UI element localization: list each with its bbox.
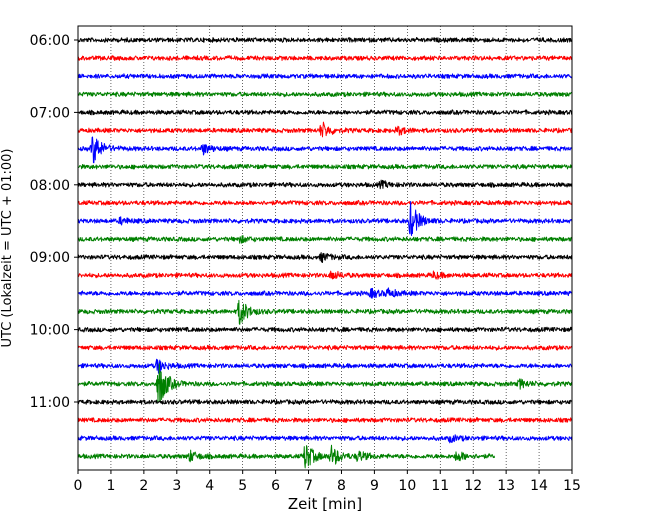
- x-tick-label: 1: [106, 478, 115, 494]
- seismic-trace: [77, 252, 573, 263]
- seismic-trace: [77, 326, 573, 333]
- x-axis-ticks: 0 1 2 3 4 5 6 7 8 9 10 11 12 13 14 15: [74, 470, 581, 494]
- x-tick-label: 7: [304, 478, 313, 494]
- seismic-traces: [77, 37, 573, 469]
- x-axis-label: Zeit [min]: [288, 495, 362, 513]
- seismic-trace: [77, 444, 496, 469]
- x-tick-label: 2: [139, 478, 148, 494]
- x-tick-label: 11: [431, 478, 449, 494]
- seismic-trace: [77, 270, 573, 280]
- x-tick-label: 10: [398, 478, 416, 494]
- seismic-trace: [77, 200, 573, 237]
- grid-lines: [110, 26, 540, 470]
- plot-frame: [77, 25, 573, 471]
- seismic-trace: [77, 199, 573, 206]
- seismic-trace: [77, 399, 573, 405]
- seismic-trace: [77, 344, 573, 351]
- seismic-trace: [77, 121, 573, 138]
- seismic-trace: [77, 109, 573, 116]
- seismic-trace: [77, 299, 573, 325]
- x-tick-label: 6: [271, 478, 280, 494]
- seismic-trace: [77, 55, 573, 62]
- x-tick-label: 0: [74, 478, 83, 494]
- x-tick-label: 3: [172, 478, 181, 494]
- x-tick-label: 13: [497, 478, 515, 494]
- y-axis-label: UTC (Lokalzeit = UTC + 01:00): [0, 149, 15, 348]
- x-tick-label: 5: [238, 478, 247, 494]
- x-tick-label: 15: [563, 478, 581, 494]
- seismic-trace: [77, 235, 573, 244]
- seismic-trace: [77, 73, 573, 80]
- seismic-trace: [77, 434, 573, 444]
- y-tick-label: 11:00: [30, 395, 70, 411]
- x-tick-label: 12: [464, 478, 482, 494]
- seismic-trace: [77, 91, 573, 98]
- seismic-trace: [77, 179, 573, 190]
- x-tick-label: 4: [205, 478, 214, 494]
- y-tick-label: 06:00: [30, 33, 70, 49]
- y-tick-label: 09:00: [30, 250, 70, 266]
- seismic-trace: [77, 163, 573, 170]
- seismic-trace: [77, 136, 573, 164]
- y-tick-label: 08:00: [30, 178, 70, 194]
- seismic-trace: [77, 358, 573, 374]
- x-tick-label: 8: [337, 478, 346, 494]
- seismic-trace: [77, 363, 573, 403]
- y-axis-ticks: 06:00 07:00 08:00 09:00 10:00 11:00: [30, 33, 78, 411]
- seismic-trace: [77, 417, 573, 424]
- x-tick-label: 14: [530, 478, 548, 494]
- x-tick-label: 9: [370, 478, 379, 494]
- y-tick-label: 07:00: [30, 105, 70, 121]
- seismic-trace: [77, 37, 573, 43]
- y-tick-label: 10:00: [30, 323, 70, 339]
- seismic-trace: [77, 287, 573, 299]
